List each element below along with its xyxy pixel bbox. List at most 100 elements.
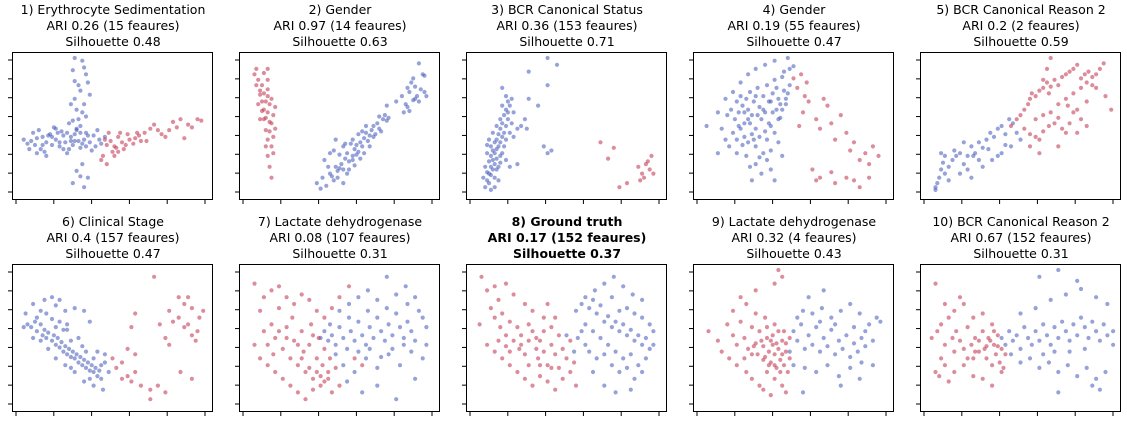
data-point: [74, 168, 79, 173]
data-point: [267, 102, 272, 107]
data-point: [403, 284, 408, 289]
data-point: [1022, 126, 1027, 131]
data-point: [367, 133, 372, 138]
data-point: [503, 94, 509, 99]
scatter-plot: [8, 264, 213, 416]
data-point: [1008, 352, 1014, 357]
data-point: [498, 140, 503, 145]
data-point: [133, 136, 138, 141]
data-point: [1103, 369, 1108, 375]
data-point: [770, 333, 775, 338]
data-point: [630, 292, 635, 297]
data-point: [326, 369, 331, 375]
data-point: [1097, 338, 1102, 343]
data-point: [74, 352, 79, 357]
data-point: [63, 344, 68, 349]
data-point: [405, 319, 410, 324]
data-point: [394, 397, 399, 402]
data-point: [942, 171, 947, 176]
data-point: [267, 164, 272, 169]
data-point: [1065, 103, 1070, 108]
data-point: [63, 140, 68, 145]
data-point: [961, 346, 966, 351]
data-point: [772, 376, 777, 381]
data-point: [337, 166, 342, 171]
data-point: [479, 274, 484, 279]
data-point: [802, 365, 807, 370]
data-point: [256, 102, 261, 107]
data-point: [564, 356, 569, 361]
data-point: [89, 363, 94, 368]
chart-title: 4) Gender ARI 0.19 (55 feaures) Silhouette…: [679, 2, 909, 50]
data-point: [416, 99, 421, 104]
data-point: [509, 121, 514, 126]
data-point: [182, 325, 187, 330]
data-point: [749, 132, 754, 137]
data-point: [560, 346, 565, 351]
data-point: [640, 171, 645, 176]
data-point: [352, 147, 357, 152]
data-point: [85, 175, 90, 180]
data-point: [341, 335, 346, 341]
data-point: [76, 335, 81, 341]
data-point: [356, 349, 361, 354]
data-point: [995, 344, 1000, 349]
data-point: [878, 319, 883, 324]
data-point: [1067, 69, 1072, 74]
data-point: [848, 354, 853, 360]
data-point: [155, 383, 160, 388]
data-point: [40, 142, 45, 148]
data-point: [496, 132, 501, 137]
data-point: [649, 153, 654, 158]
data-point: [189, 306, 194, 311]
data-point: [738, 94, 743, 99]
data-point: [643, 335, 648, 341]
data-point: [1082, 325, 1087, 330]
data-point: [1008, 144, 1014, 149]
data-point: [152, 122, 157, 127]
data-point: [106, 130, 111, 135]
data-point: [49, 338, 55, 343]
data-point: [764, 369, 770, 375]
data-point: [360, 129, 365, 134]
data-point: [309, 322, 314, 327]
data-point: [973, 335, 978, 341]
data-point: [261, 329, 266, 334]
data-point: [263, 144, 268, 149]
data-point: [746, 140, 751, 145]
data-point: [307, 297, 312, 302]
data-point: [65, 322, 70, 327]
data-point: [159, 132, 164, 137]
data-point: [265, 153, 270, 158]
chart-title-line-3: Silhouette 0.43: [746, 246, 842, 261]
data-point: [507, 103, 512, 108]
data-point: [490, 157, 495, 163]
data-point: [553, 352, 558, 357]
data-point: [176, 295, 181, 300]
data-point: [377, 114, 382, 119]
data-point: [314, 356, 319, 361]
data-point: [734, 137, 739, 142]
data-point: [310, 376, 316, 381]
data-point: [759, 338, 764, 343]
data-point: [755, 85, 760, 90]
data-point: [757, 134, 762, 139]
data-point: [83, 144, 89, 149]
data-point: [375, 121, 380, 126]
data-point: [310, 387, 316, 392]
data-point: [1056, 102, 1061, 107]
data-point: [68, 134, 73, 139]
data-point: [961, 301, 966, 307]
data-point: [980, 145, 985, 150]
data-point: [645, 159, 650, 164]
data-point: [303, 397, 308, 402]
data-point: [390, 333, 395, 338]
data-point: [1090, 319, 1095, 324]
chart-title-line-1: 7) Lactate dehydrogenase: [257, 214, 423, 229]
data-point: [991, 342, 997, 347]
data-point: [781, 88, 787, 93]
data-point: [371, 335, 376, 341]
data-point: [1090, 74, 1095, 80]
data-point: [1026, 335, 1031, 341]
data-point: [500, 121, 505, 126]
